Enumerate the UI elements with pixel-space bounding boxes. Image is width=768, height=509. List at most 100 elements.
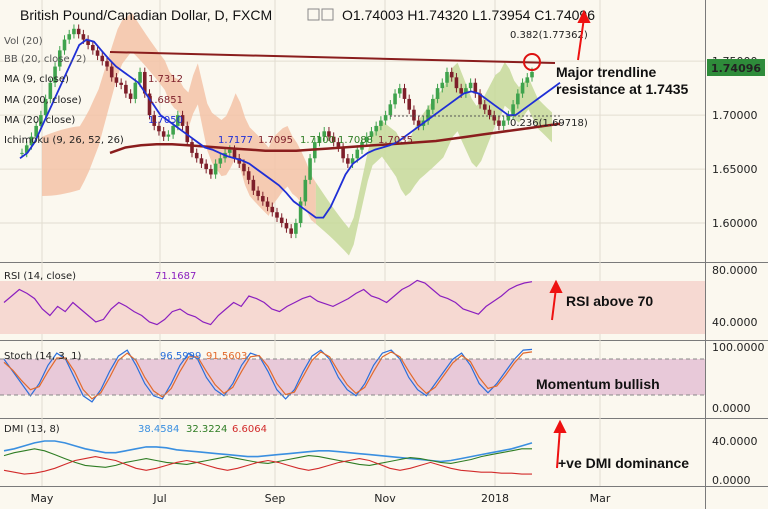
candle-body	[105, 61, 109, 67]
candle-body	[213, 163, 218, 175]
candle-body	[275, 212, 279, 218]
candle-body	[34, 125, 38, 137]
candle-body	[369, 131, 374, 137]
candle-body	[482, 104, 487, 110]
candle-body	[142, 71, 147, 94]
x-tick-label: Nov	[374, 492, 396, 505]
dmi-plus-line	[3, 448, 532, 468]
stoch-k-value: 96.5999	[160, 351, 201, 362]
candle-body	[322, 131, 327, 137]
trendline-note-1: Major trendline	[556, 64, 657, 80]
candle-body	[152, 115, 157, 126]
stoch-d-value: 91.5603	[206, 351, 247, 362]
candle-body	[341, 147, 345, 159]
candle-body	[242, 163, 246, 172]
trendline-circle	[523, 53, 541, 71]
y-tick-price: 1.60000	[712, 217, 758, 230]
stoch-note: Momentum bullish	[536, 376, 660, 392]
candle-body	[416, 120, 421, 126]
candle-body	[506, 115, 511, 121]
legend-vol: Vol (20)	[4, 36, 43, 47]
candle-body	[194, 152, 199, 159]
candle-body	[157, 125, 161, 132]
candle-body	[48, 82, 53, 99]
chart-title: British Pound/Canadian Dollar, D, FXCM	[20, 7, 272, 23]
candle-body	[176, 115, 180, 126]
cloud-band	[42, 12, 316, 224]
candle-body	[100, 55, 105, 62]
y-tick-price: 1.70000	[712, 109, 758, 122]
legend-bb: BB (20, close, 2)	[4, 54, 86, 65]
candle-body	[511, 104, 515, 116]
candle-body	[133, 82, 138, 99]
candle-body	[256, 190, 260, 197]
candle-body	[308, 158, 312, 180]
candle-body	[237, 158, 242, 164]
legend: Vol (20) BB (20, close, 2) MA (9, close)…	[4, 36, 413, 146]
legend-ma1: MA (9, close)	[4, 74, 69, 85]
dmi-adx-line	[3, 440, 533, 463]
candle-body	[478, 93, 482, 105]
candle-body	[180, 115, 185, 126]
sma-value-3: 1.7100	[300, 135, 335, 146]
y-tick-rsi: 80.0000	[712, 264, 758, 277]
candle-body	[440, 82, 445, 89]
candle-body	[109, 66, 114, 78]
rsi-value: 71.1687	[155, 271, 196, 282]
candle-body	[412, 109, 416, 121]
candle-body	[53, 66, 57, 83]
legend-ichimoku: Ichimoku (9, 26, 52, 26)	[4, 135, 124, 146]
sma-value-2: 1.7095	[258, 135, 293, 146]
candle-body	[171, 125, 175, 135]
y-tick-dmi: 0.0000	[712, 474, 751, 487]
dmi-minus-value: 6.6064	[232, 424, 267, 435]
candle-body	[95, 50, 100, 56]
candle-body	[57, 50, 62, 67]
candle-body	[209, 169, 213, 175]
legend-ma2-val: 1.6851	[148, 95, 183, 106]
candle-body	[379, 120, 383, 126]
candle-body	[407, 98, 412, 110]
price-badge: 1.74096	[707, 59, 765, 76]
candle-body	[114, 77, 119, 83]
stoch-k-line	[3, 348, 533, 403]
x-tick-label: May	[31, 492, 54, 505]
sma-value-5: 1.7035	[378, 135, 413, 146]
x-tick-label: 2018	[481, 492, 509, 505]
candle-body	[525, 77, 530, 83]
candle-body	[487, 109, 492, 116]
trendline	[109, 51, 556, 64]
header-icons	[307, 8, 334, 21]
candle-body	[459, 88, 463, 94]
dmi-plus-value: 32.3224	[186, 424, 227, 435]
fib-top-label: 0.382(1.77362)	[510, 30, 588, 41]
candle-body	[336, 142, 341, 148]
price-badge-text: 1.74096	[711, 62, 761, 75]
candle-body	[520, 82, 525, 94]
candle-body	[76, 28, 81, 35]
y-tick-dmi: 40.0000	[712, 435, 758, 448]
dmi-adx-value: 38.4584	[138, 424, 179, 435]
sma-value-4: 1.7088	[338, 135, 373, 146]
rsi-label: RSI (14, close)	[4, 271, 76, 282]
y-tick-stoch: 100.0000	[712, 341, 765, 354]
candle-body	[501, 120, 506, 126]
candle-body	[62, 39, 67, 51]
cloud-band	[315, 62, 552, 256]
candle-body	[454, 77, 459, 89]
y-axis: 1.750001.700001.650001.6000080.000040.00…	[712, 55, 765, 487]
candle-body	[270, 206, 275, 213]
candle-body	[204, 163, 208, 170]
rsi-note: RSI above 70	[566, 293, 653, 309]
x-tick-label: Jul	[152, 492, 166, 505]
x-tick-label: Mar	[590, 492, 611, 505]
candle-body	[402, 88, 407, 99]
rsi-line	[3, 279, 533, 326]
candle-body	[346, 158, 350, 164]
candle-body	[383, 115, 388, 121]
gridlines	[0, 0, 705, 486]
dmi-label: DMI (13, 8)	[4, 424, 60, 435]
candle-body	[29, 136, 34, 146]
candle-body	[166, 134, 171, 137]
